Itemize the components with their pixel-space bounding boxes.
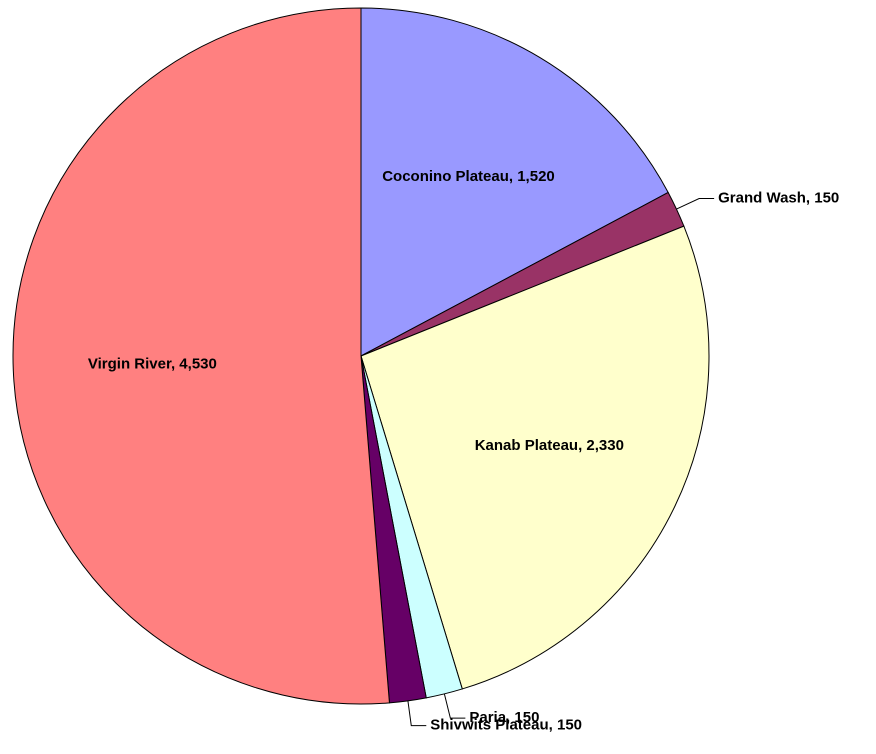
data-label: Kanab Plateau, 2,330 bbox=[475, 437, 624, 454]
pie-slice bbox=[12, 7, 390, 705]
pie-slice bbox=[360, 225, 710, 690]
data-label: Grand Wash, 150 bbox=[718, 189, 839, 206]
leader-line bbox=[407, 700, 427, 727]
data-label: Shivwits Plateau, 150 bbox=[430, 717, 582, 734]
data-label: Paria, 150 bbox=[469, 709, 539, 726]
leader-line bbox=[676, 198, 715, 210]
pie-slice bbox=[360, 7, 669, 357]
leader-line bbox=[443, 693, 466, 719]
data-label: Virgin River, 4,530 bbox=[88, 356, 217, 373]
data-label: Coconino Plateau, 1,520 bbox=[382, 168, 555, 185]
